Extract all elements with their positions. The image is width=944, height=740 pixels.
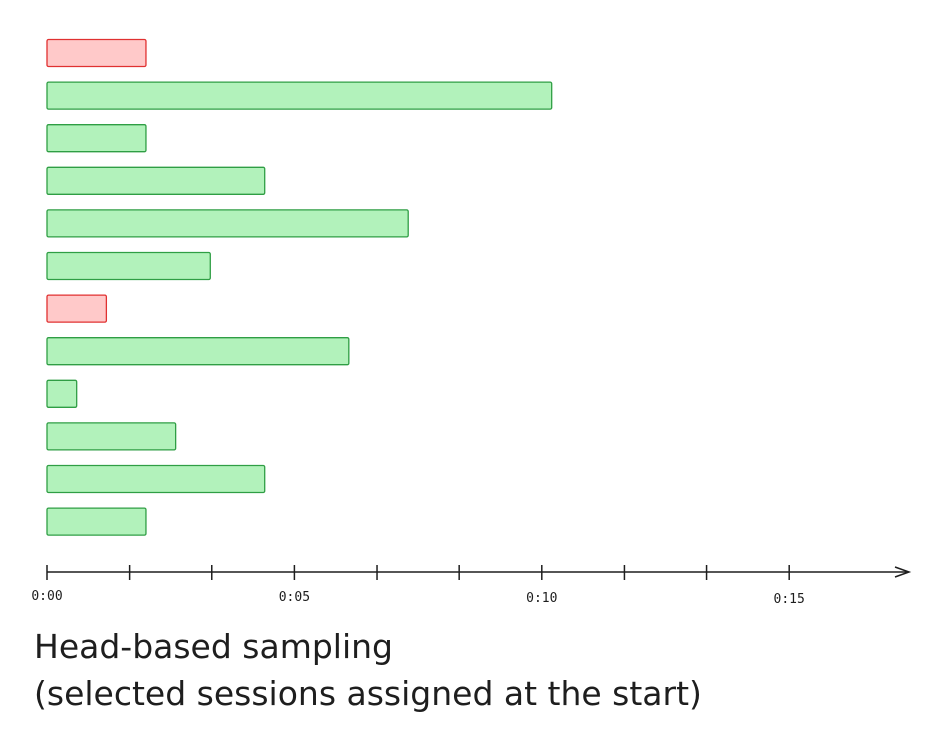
x-tick-label: 0:05 (279, 590, 310, 605)
chart-subtitle: (selected sessions assigned at the start… (34, 674, 702, 713)
bar (46, 337, 350, 366)
bar (46, 251, 211, 281)
x-tick-label: 0:10 (526, 591, 557, 606)
bar (46, 422, 177, 451)
chart-title: Head-based sampling (34, 627, 393, 666)
bar (46, 166, 266, 195)
bar (46, 81, 553, 110)
bar (46, 209, 409, 238)
bar (46, 464, 266, 494)
x-tick-label: 0:15 (774, 592, 805, 607)
bar (46, 38, 147, 68)
bar (46, 124, 147, 153)
bar (46, 294, 108, 323)
bar (46, 507, 147, 536)
axis-arrow (894, 566, 912, 578)
x-tick-label: 0:00 (31, 589, 62, 604)
bar (46, 379, 78, 408)
